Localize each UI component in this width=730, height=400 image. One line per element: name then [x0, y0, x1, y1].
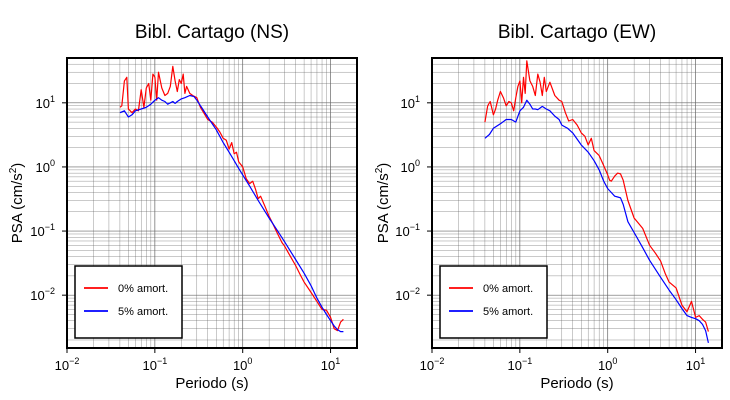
legend-box [439, 265, 548, 339]
y-tick-label: 10−2 [395, 286, 420, 303]
x-tick-label: 101 [321, 356, 340, 373]
x-tick-label: 10−2 [55, 356, 80, 373]
plot-frame [66, 57, 358, 349]
x-tick-label: 10−2 [420, 356, 445, 373]
y-tick-label: 10−2 [30, 286, 55, 303]
legend: 0% amort. 5% amort. [439, 265, 548, 339]
chart-title: Bibl. Cartago (NS) [135, 22, 289, 43]
x-tick-label: 10−1 [142, 356, 167, 373]
x-tick-label: 101 [686, 356, 705, 373]
legend-label-damping-5: 5% amort. [483, 306, 533, 318]
series-line-damping-5 [484, 99, 709, 344]
y-tick-label: 10−1 [30, 222, 55, 239]
x-tick-label: 100 [233, 356, 252, 373]
x-axis-label: Periodo (s) [540, 375, 613, 392]
chart-panel-1: 10−2 10−1 100 101 10−2 10−1 100 101 Bibl. Cartag… [8, 22, 358, 392]
series-line-damping-0 [484, 60, 709, 332]
legend-label-damping-0: 0% amort. [118, 283, 168, 295]
y-tick-label: 101 [401, 94, 420, 111]
y-tick-label: 101 [36, 94, 55, 111]
y-axis-label: PSA (cm/s2) [8, 163, 26, 244]
chart-title: Bibl. Cartago (EW) [498, 22, 656, 43]
legend-label-damping-5: 5% amort. [118, 306, 168, 318]
x-tick-label: 10−1 [507, 356, 532, 373]
chart-panel-2: 10−2 10−1 100 101 10−2 10−1 100 101 Bibl. Cartag… [374, 22, 723, 392]
y-tick-label: 100 [401, 158, 420, 175]
series-line-damping-5 [119, 94, 344, 333]
y-tick-label: 10−1 [395, 222, 420, 239]
grid [66, 57, 358, 348]
legend-box [74, 265, 183, 339]
y-tick-label: 100 [36, 158, 55, 175]
series-line-damping-0 [119, 65, 344, 332]
plot-frame [431, 57, 723, 349]
legend: 0% amort. 5% amort. [74, 265, 183, 339]
x-tick-label: 100 [598, 356, 617, 373]
legend-label-damping-0: 0% amort. [483, 283, 533, 295]
x-axis-label: Periodo (s) [175, 375, 248, 392]
y-axis-label: PSA (cm/s2) [374, 163, 392, 244]
